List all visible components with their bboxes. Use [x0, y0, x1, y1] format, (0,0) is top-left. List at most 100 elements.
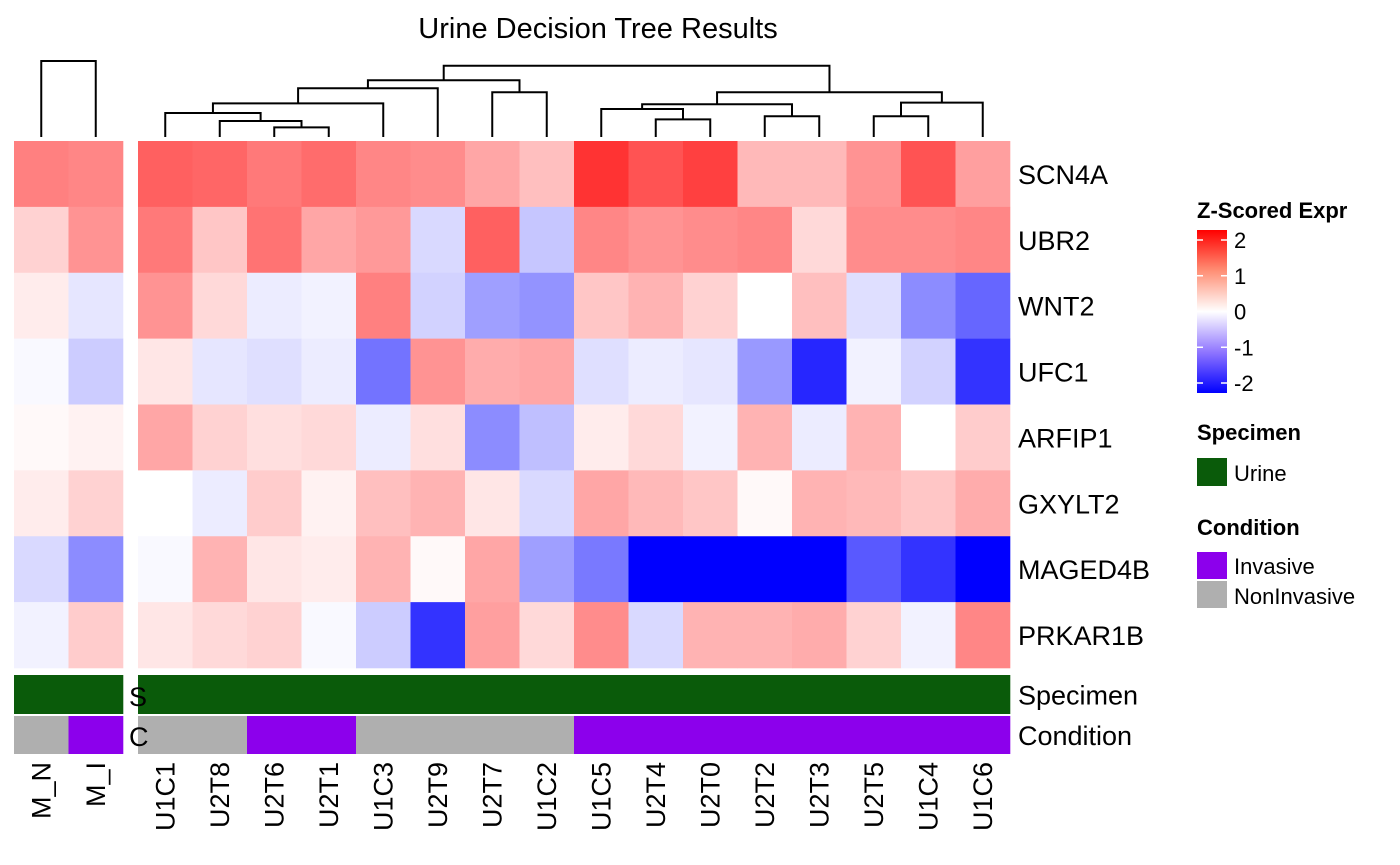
- cell-wnt2-u2t5: [846, 272, 902, 339]
- cell-prkar1b-u2t8: [192, 602, 248, 669]
- cell-maged4b-u1c3: [356, 536, 411, 603]
- annotation-condition-u2t5: [846, 716, 902, 754]
- annotation-condition-m-n: [14, 716, 69, 754]
- cell-arfip1-m-n: [14, 404, 69, 471]
- column-label-m-n: M_N: [26, 762, 56, 819]
- cell-gxylt2-u2t1: [301, 470, 357, 537]
- cell-ufc1-u1c4: [901, 338, 956, 405]
- cell-ufc1-u2t7: [465, 338, 520, 405]
- annotation-condition-m-i: [68, 716, 124, 754]
- cell-ufc1-m-i: [68, 338, 124, 405]
- annotation-specimen-u2t0: [683, 675, 738, 714]
- cell-ubr2-u2t6: [247, 206, 302, 274]
- cell-wnt2-u1c1: [138, 272, 193, 339]
- cell-arfip1-u2t8: [192, 404, 248, 471]
- row-label-prkar1b: PRKAR1B: [1018, 621, 1144, 651]
- column-label-u1c1: U1C1: [150, 762, 180, 831]
- cell-arfip1-u2t0: [683, 404, 738, 471]
- cell-prkar1b-u1c2: [519, 602, 575, 669]
- dendrogram-link-12: [872, 115, 930, 137]
- cell-gxylt2-m-n: [14, 470, 69, 537]
- cell-prkar1b-u2t4: [628, 602, 684, 669]
- cell-wnt2-m-n: [14, 272, 69, 339]
- cell-ufc1-u1c6: [955, 338, 1011, 405]
- cell-gxylt2-u2t2: [737, 470, 793, 537]
- cell-ufc1-u2t8: [192, 338, 248, 405]
- cell-ubr2-u2t3: [792, 206, 847, 274]
- cell-prkar1b-u1c6: [955, 602, 1011, 669]
- annotation-clipped-label-specimen: S: [129, 682, 147, 712]
- cell-scn4a-m-i: [68, 141, 124, 208]
- annotation-specimen-m-i: [68, 675, 124, 714]
- annotation-specimen-u2t9: [410, 675, 466, 714]
- cell-wnt2-u2t0: [683, 272, 738, 339]
- cell-arfip1-u2t6: [247, 404, 302, 471]
- cell-wnt2-u2t8: [192, 272, 248, 339]
- cell-scn4a-u1c4: [901, 141, 956, 208]
- cell-prkar1b-u2t7: [465, 602, 520, 669]
- legend-specimen-swatch-urine: [1197, 458, 1227, 486]
- cell-ubr2-u2t7: [465, 206, 520, 274]
- cell-scn4a-u1c3: [356, 141, 411, 208]
- cell-prkar1b-u1c5: [574, 602, 629, 669]
- cell-ubr2-u2t2: [737, 206, 793, 274]
- cell-maged4b-u1c4: [901, 536, 956, 603]
- column-dendrogram: [40, 60, 984, 137]
- dendrogram-link-15: [442, 64, 831, 93]
- dendrogram-link-1: [273, 126, 330, 137]
- row-label-maged4b: MAGED4B: [1018, 555, 1150, 585]
- annotation-condition-u2t1: [301, 716, 357, 754]
- cell-scn4a-u2t7: [465, 141, 520, 208]
- legend-tick-label-0: 2: [1234, 228, 1246, 253]
- annotation-condition-u1c6: [955, 716, 1011, 754]
- cell-ubr2-u2t4: [628, 206, 684, 274]
- cell-ubr2-u2t8: [192, 206, 248, 274]
- cell-wnt2-u2t4: [628, 272, 684, 339]
- cell-scn4a-u1c1: [138, 141, 193, 208]
- cell-scn4a-u2t9: [410, 141, 466, 208]
- cell-prkar1b-u1c1: [138, 602, 193, 669]
- legend-condition-label-invasive: Invasive: [1234, 554, 1315, 579]
- annotation-label-specimen: Specimen: [1018, 681, 1138, 711]
- chart-title: Urine Decision Tree Results: [418, 13, 777, 45]
- cell-gxylt2-u2t7: [465, 470, 520, 537]
- cell-scn4a-u1c2: [519, 141, 575, 208]
- cell-prkar1b-u2t0: [683, 602, 738, 669]
- cell-gxylt2-u2t8: [192, 470, 248, 537]
- legend-condition-swatch-noninvasive: [1197, 581, 1227, 608]
- cell-wnt2-u1c6: [955, 272, 1011, 339]
- cell-ubr2-u1c3: [356, 206, 411, 274]
- cell-wnt2-m-i: [68, 272, 124, 339]
- cell-arfip1-u2t4: [628, 404, 684, 471]
- cell-ufc1-u1c1: [138, 338, 193, 405]
- cell-gxylt2-u2t0: [683, 470, 738, 537]
- legend-condition-swatch-invasive: [1197, 552, 1227, 579]
- cell-scn4a-u2t0: [683, 141, 738, 208]
- annotation-specimen-u1c1: [138, 675, 193, 714]
- annotation-specimen-u1c3: [356, 675, 411, 714]
- cell-ufc1-u1c5: [574, 338, 629, 405]
- cell-arfip1-u2t1: [301, 404, 357, 471]
- cell-arfip1-m-i: [68, 404, 124, 471]
- cell-wnt2-u1c5: [574, 272, 629, 339]
- cell-prkar1b-u2t6: [247, 602, 302, 669]
- legend-tick-label-3: -1: [1234, 335, 1254, 360]
- cell-gxylt2-u2t4: [628, 470, 684, 537]
- dendrogram-link-10: [763, 115, 821, 137]
- cell-maged4b-u2t8: [192, 536, 248, 603]
- cell-gxylt2-m-i: [68, 470, 124, 537]
- cell-ufc1-u2t0: [683, 338, 738, 405]
- annotation-specimen-u1c2: [519, 675, 575, 714]
- legend-zscore-title: Z-Scored Expr: [1197, 198, 1348, 223]
- cell-prkar1b-u1c3: [356, 602, 411, 669]
- column-label-u2t7: U2T7: [477, 762, 507, 828]
- row-labels: SCN4A UBR2 WNT2 UFC1 ARFIP1 GXYLT2 MAGED4B PRKA…: [1018, 160, 1150, 751]
- row-label-ubr2: UBR2: [1018, 226, 1090, 256]
- cell-wnt2-u1c4: [901, 272, 956, 339]
- cell-ubr2-u2t1: [301, 206, 357, 274]
- legend-tick-label-2: 0: [1234, 300, 1246, 325]
- cell-prkar1b-m-n: [14, 602, 69, 669]
- cell-gxylt2-u2t6: [247, 470, 302, 537]
- annotation-condition-u2t8: [192, 716, 248, 754]
